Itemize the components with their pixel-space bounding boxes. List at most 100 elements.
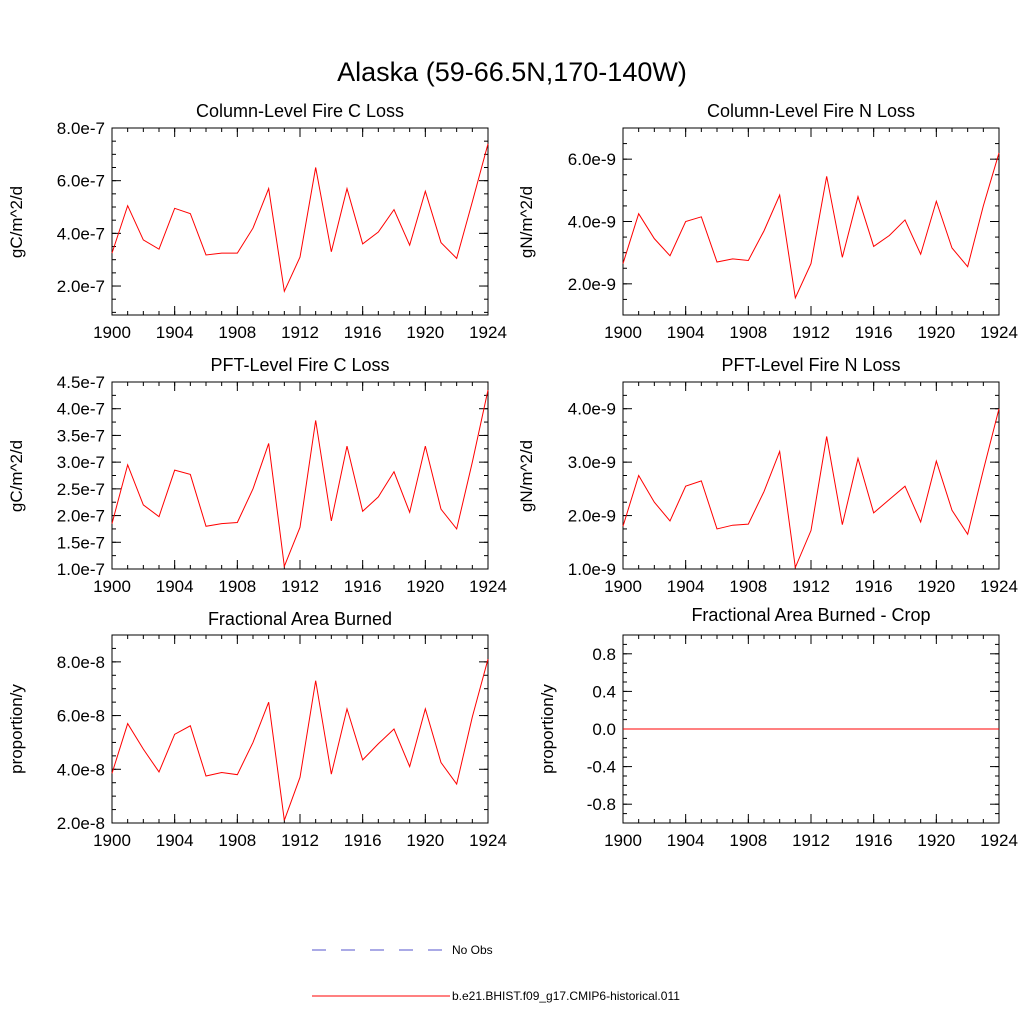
plot-area: 1900 1904 1908 1912 1916 1920 1924 1.0e-7 1.5e-7… bbox=[57, 373, 507, 596]
x-tick-label: 1920 bbox=[406, 323, 444, 342]
y-tick-label: 1.0e-7 bbox=[57, 560, 105, 579]
y-tick-label: 1.0e-9 bbox=[568, 560, 616, 579]
panel-column-c-loss: Column-Level Fire C Loss gC/m^2/d 1900 19… bbox=[7, 101, 507, 342]
y-tick-label: 2.0e-9 bbox=[568, 275, 616, 294]
x-tick-label: 1924 bbox=[469, 323, 507, 342]
x-tick-label: 1920 bbox=[917, 577, 955, 596]
x-tick-label: 1916 bbox=[344, 831, 382, 850]
x-tick-label: 1916 bbox=[855, 323, 893, 342]
legend-item-no-obs: No Obs bbox=[312, 943, 493, 957]
y-tick-label: 4.0e-9 bbox=[568, 213, 616, 232]
y-tick-label: 4.5e-7 bbox=[57, 373, 105, 392]
x-tick-label: 1924 bbox=[469, 831, 507, 850]
x-tick-label: 1908 bbox=[729, 577, 767, 596]
y-tick-label: 3.0e-9 bbox=[568, 453, 616, 472]
x-tick-label: 1912 bbox=[281, 831, 319, 850]
plot-area: 1900 1904 1908 1912 1916 1920 1924 1.0e-9 2.0e-9… bbox=[568, 381, 1018, 596]
y-tick-label: 6.0e-9 bbox=[568, 150, 616, 169]
x-tick-label: 1912 bbox=[792, 323, 830, 342]
x-tick-label: 1908 bbox=[218, 323, 256, 342]
y-tick-label: 2.0e-9 bbox=[568, 507, 616, 526]
y-tick-label: 0.0 bbox=[592, 720, 616, 739]
series-line bbox=[111, 659, 489, 821]
y-axis-label: gC/m^2/d bbox=[7, 440, 26, 512]
y-tick-label: 6.0e-7 bbox=[57, 172, 105, 191]
plot-area: 1900 1904 1908 1912 1916 1920 1924 2.0e-8 4.0e-8… bbox=[57, 634, 507, 850]
x-tick-label: 1908 bbox=[218, 577, 256, 596]
y-tick-label: 4.0e-8 bbox=[57, 760, 105, 779]
panel-pft-n-loss: PFT-Level Fire N Loss gN/m^2/d 1900 1904 1… bbox=[517, 355, 1018, 596]
y-tick-label: 8.0e-7 bbox=[57, 119, 105, 138]
x-tick-label: 1912 bbox=[281, 323, 319, 342]
x-tick-label: 1924 bbox=[469, 577, 507, 596]
panel-column-n-loss: Column-Level Fire N Loss gN/m^2/d 1900 19… bbox=[517, 101, 1018, 342]
panel-fractional-area-burned-crop: Fractional Area Burned - Crop proportion… bbox=[538, 605, 1018, 850]
x-tick-label: 1904 bbox=[156, 577, 194, 596]
x-tick-label: 1900 bbox=[93, 577, 131, 596]
x-tick-label: 1904 bbox=[667, 577, 705, 596]
y-tick-label: 1.5e-7 bbox=[57, 533, 105, 552]
x-tick-label: 1916 bbox=[855, 831, 893, 850]
panel-title: Fractional Area Burned - Crop bbox=[691, 605, 930, 625]
y-axis-label: proportion/y bbox=[538, 684, 557, 774]
y-tick-label: 4.0e-9 bbox=[568, 400, 616, 419]
plot-frame bbox=[111, 127, 489, 316]
y-tick-label: 4.0e-7 bbox=[57, 224, 105, 243]
series-line bbox=[622, 408, 1000, 570]
y-tick-label: 0.4 bbox=[592, 682, 616, 701]
legend-label: b.e21.BHIST.f09_g17.CMIP6-historical.011 bbox=[452, 989, 680, 1003]
panel-title: Column-Level Fire N Loss bbox=[707, 101, 915, 121]
panel-fractional-area-burned: Fractional Area Burned proportion/y 1900… bbox=[7, 609, 507, 850]
y-tick-label: 0.8 bbox=[592, 645, 616, 664]
y-tick-label: 2.0e-7 bbox=[57, 507, 105, 526]
panel-title: Fractional Area Burned bbox=[208, 609, 392, 629]
y-axis-label: gC/m^2/d bbox=[7, 186, 26, 258]
y-tick-label: -0.8 bbox=[587, 795, 616, 814]
x-tick-label: 1912 bbox=[792, 831, 830, 850]
series-line bbox=[622, 152, 1000, 300]
plot-frame bbox=[622, 381, 1000, 570]
x-tick-label: 1904 bbox=[667, 831, 705, 850]
y-axis-label: gN/m^2/d bbox=[517, 440, 536, 512]
x-tick-label: 1900 bbox=[604, 831, 642, 850]
legend-label: No Obs bbox=[452, 943, 493, 957]
y-tick-label: -0.4 bbox=[587, 758, 616, 777]
x-tick-label: 1920 bbox=[406, 831, 444, 850]
y-tick-label: 8.0e-8 bbox=[57, 653, 105, 672]
x-tick-label: 1924 bbox=[980, 323, 1018, 342]
plot-area: 1900 1904 1908 1912 1916 1920 1924 2.0e-9 4.0e-9… bbox=[568, 127, 1018, 342]
series-line bbox=[111, 389, 489, 569]
y-tick-label: 3.5e-7 bbox=[57, 426, 105, 445]
y-tick-label: 4.0e-7 bbox=[57, 400, 105, 419]
x-tick-label: 1924 bbox=[980, 577, 1018, 596]
y-tick-label: 2.0e-7 bbox=[57, 277, 105, 296]
panel-pft-c-loss: PFT-Level Fire C Loss gC/m^2/d 1900 1904 1… bbox=[7, 355, 507, 596]
x-tick-label: 1908 bbox=[729, 323, 767, 342]
plot-frame bbox=[111, 381, 489, 570]
x-tick-label: 1900 bbox=[93, 323, 131, 342]
x-tick-label: 1920 bbox=[406, 577, 444, 596]
x-tick-label: 1904 bbox=[667, 323, 705, 342]
y-tick-label: 3.0e-7 bbox=[57, 453, 105, 472]
y-tick-label: 2.5e-7 bbox=[57, 480, 105, 499]
legend: No Obs b.e21.BHIST.f09_g17.CMIP6-histori… bbox=[312, 943, 680, 1003]
x-tick-label: 1920 bbox=[917, 831, 955, 850]
x-tick-label: 1900 bbox=[93, 831, 131, 850]
y-tick-label: 2.0e-8 bbox=[57, 814, 105, 833]
panel-title: PFT-Level Fire C Loss bbox=[210, 355, 389, 375]
y-tick-label: 6.0e-8 bbox=[57, 707, 105, 726]
x-tick-label: 1900 bbox=[604, 323, 642, 342]
plot-area: 1900 1904 1908 1912 1916 1920 1924 -0.8 -0.4 0.0 0… bbox=[587, 634, 1018, 850]
x-tick-label: 1924 bbox=[980, 831, 1018, 850]
x-tick-label: 1916 bbox=[344, 323, 382, 342]
y-axis-label: gN/m^2/d bbox=[517, 186, 536, 258]
x-tick-label: 1916 bbox=[855, 577, 893, 596]
x-tick-label: 1912 bbox=[792, 577, 830, 596]
figure-title: Alaska (59-66.5N,170-140W) bbox=[337, 57, 687, 87]
panel-title: PFT-Level Fire N Loss bbox=[721, 355, 900, 375]
x-tick-label: 1908 bbox=[218, 831, 256, 850]
y-axis-label: proportion/y bbox=[7, 684, 26, 774]
x-tick-label: 1920 bbox=[917, 323, 955, 342]
legend-item-model: b.e21.BHIST.f09_g17.CMIP6-historical.011 bbox=[312, 989, 680, 1003]
